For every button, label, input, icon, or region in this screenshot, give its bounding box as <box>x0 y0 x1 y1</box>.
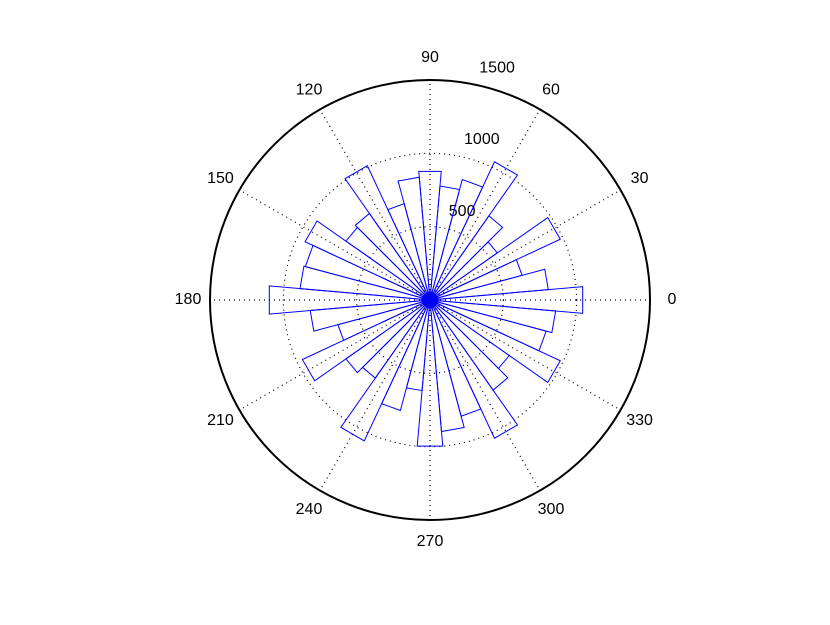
grid-ring <box>282 152 578 448</box>
theta-tick-label: 240 <box>296 501 323 518</box>
r-tick-label: 1500 <box>479 59 515 76</box>
theta-tick-label: 90 <box>421 49 439 66</box>
wedge <box>429 299 557 334</box>
outer-circle <box>209 79 651 521</box>
r-tick-label: 1000 <box>464 131 500 148</box>
spoke <box>319 299 431 491</box>
wedge <box>429 286 584 314</box>
spoke <box>429 299 541 491</box>
spoke <box>319 109 431 301</box>
spoke <box>239 189 431 301</box>
theta-tick-label: 300 <box>538 501 565 518</box>
theta-tick-label: 330 <box>626 412 653 429</box>
theta-tick-label: 0 <box>668 291 677 308</box>
theta-tick-label: 30 <box>631 170 649 187</box>
center-hub <box>422 292 438 308</box>
theta-tick-label: 180 <box>175 291 202 308</box>
spoke <box>429 109 541 301</box>
wedge <box>418 170 442 301</box>
spoke <box>429 299 621 411</box>
theta-tick-label: 270 <box>417 533 444 550</box>
theta-tick-label: 60 <box>542 82 560 99</box>
grid-ring <box>356 226 504 374</box>
theta-tick-label: 210 <box>207 412 234 429</box>
spoke <box>429 189 621 301</box>
theta-tick-label: 150 <box>207 170 234 187</box>
theta-tick-label: 120 <box>296 82 323 99</box>
spoke <box>239 299 431 411</box>
